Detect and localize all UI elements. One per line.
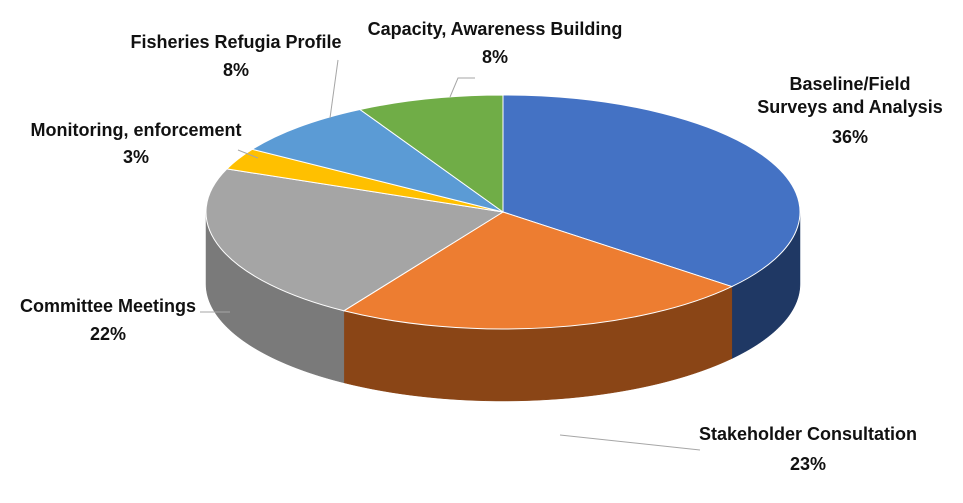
leader-line: [449, 77, 475, 98]
data-label-category: Stakeholder Consultation: [699, 424, 917, 444]
data-label-category: Monitoring, enforcement: [31, 120, 242, 140]
data-label-value: 22%: [90, 324, 126, 344]
data-label-value: 8%: [482, 47, 508, 67]
data-label-value: 8%: [223, 60, 249, 80]
pie-slice: [342, 211, 734, 330]
pie-slice: [358, 94, 504, 213]
pie-slice: [205, 168, 505, 312]
leader-line: [329, 59, 339, 119]
data-label-value: 3%: [123, 147, 149, 167]
data-labels-group: Baseline/Field Surveys and Analysis 36% Sta…: [20, 19, 943, 474]
data-label-category: Fisheries Refugia Profile: [130, 32, 341, 52]
leader-line: [237, 149, 259, 159]
data-label-category: Baseline/Field: [789, 74, 910, 94]
data-label-category: Committee Meetings: [20, 296, 196, 316]
data-label-category: Surveys and Analysis: [757, 97, 942, 117]
pie-sides-group: [205, 211, 801, 402]
pie-tops-group: [205, 94, 801, 330]
leader-lines-group: [200, 59, 701, 451]
data-label-value: 23%: [790, 454, 826, 474]
pie-slice: [250, 108, 504, 213]
leader-line: [559, 434, 701, 451]
pie-slice: [502, 94, 801, 288]
data-label-category: Capacity, Awareness Building: [368, 19, 623, 39]
data-label-value: 36%: [832, 127, 868, 147]
